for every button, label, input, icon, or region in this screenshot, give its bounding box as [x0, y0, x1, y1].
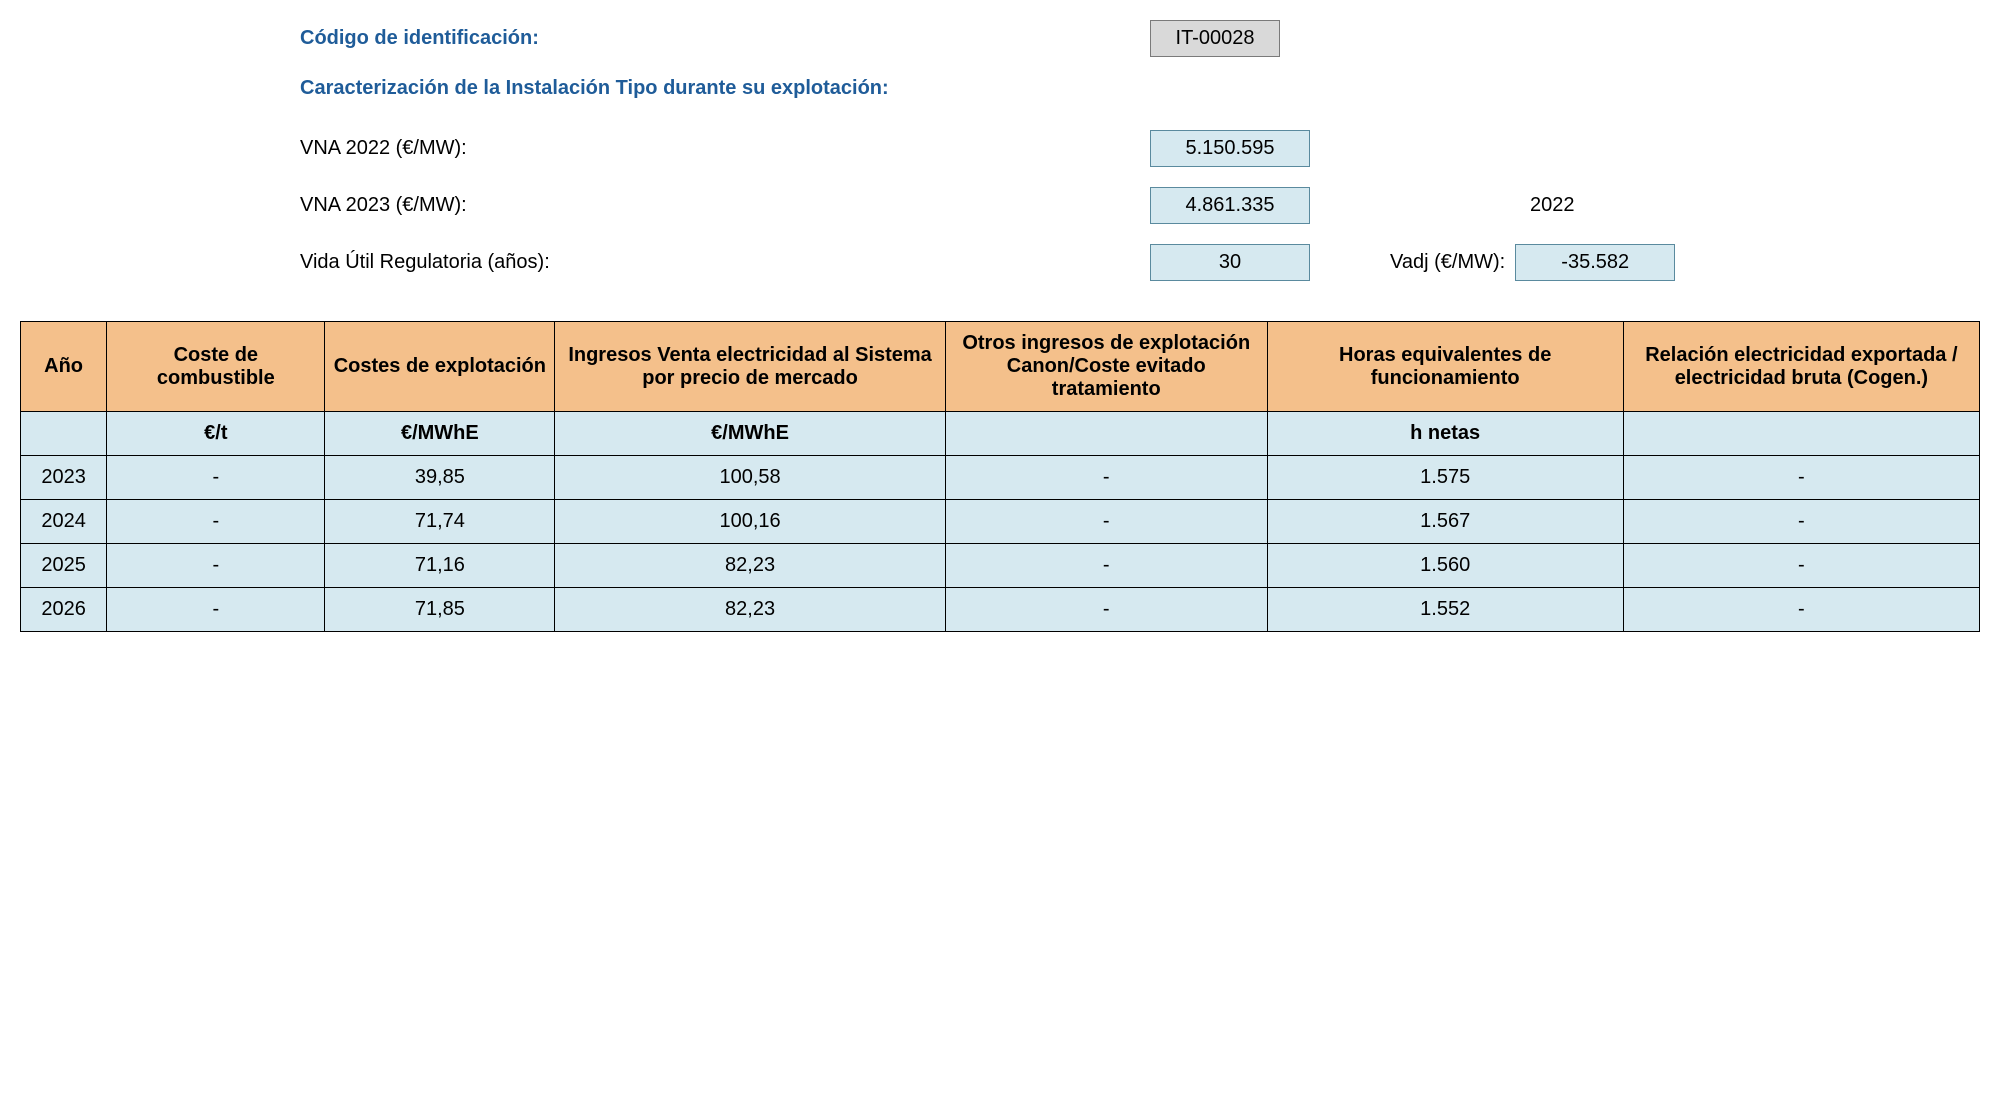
cell-year: 2026: [21, 588, 107, 632]
cell-opex: 71,16: [325, 544, 555, 588]
col-header-ratio: Relación electricidad exportada / electr…: [1623, 322, 1979, 412]
unit-ratio: [1623, 412, 1979, 456]
vna-2023-row: VNA 2023 (€/MW): 4.861.335 2022: [300, 187, 1980, 224]
unit-year: [21, 412, 107, 456]
table-row: 2025 - 71,16 82,23 - 1.560 -: [21, 544, 1980, 588]
vadj-section: Vadj (€/MW): -35.582: [1390, 244, 1675, 281]
units-row: €/t €/MWhE €/MWhE h netas: [21, 412, 1980, 456]
header-row: Año Coste de combustible Costes de explo…: [21, 322, 1980, 412]
vida-util-label: Vida Útil Regulatoria (años):: [300, 251, 1150, 274]
cell-income: 100,16: [555, 500, 946, 544]
cell-other: -: [945, 500, 1267, 544]
cell-opex: 71,85: [325, 588, 555, 632]
cell-ratio: -: [1623, 500, 1979, 544]
cell-year: 2024: [21, 500, 107, 544]
col-header-fuel: Coste de combustible: [107, 322, 325, 412]
code-row: Código de identificación: IT-00028: [300, 20, 1980, 57]
section-title: Caracterización de la Instalación Tipo d…: [300, 77, 1980, 100]
cell-hours: 1.560: [1267, 544, 1623, 588]
cell-hours: 1.552: [1267, 588, 1623, 632]
vna-2022-label: VNA 2022 (€/MW):: [300, 137, 1150, 160]
cell-ratio: -: [1623, 456, 1979, 500]
cell-fuel: -: [107, 544, 325, 588]
unit-other: [945, 412, 1267, 456]
col-header-income: Ingresos Venta electricidad al Sistema p…: [555, 322, 946, 412]
cell-year: 2023: [21, 456, 107, 500]
cell-ratio: -: [1623, 588, 1979, 632]
vida-util-value: 30: [1150, 244, 1310, 281]
table-row: 2023 - 39,85 100,58 - 1.575 -: [21, 456, 1980, 500]
data-table: Año Coste de combustible Costes de explo…: [20, 321, 1980, 632]
table-row: 2024 - 71,74 100,16 - 1.567 -: [21, 500, 1980, 544]
cell-opex: 71,74: [325, 500, 555, 544]
cell-year: 2025: [21, 544, 107, 588]
cell-income: 82,23: [555, 544, 946, 588]
header-section: Código de identificación: IT-00028 Carac…: [300, 20, 1980, 281]
col-header-other: Otros ingresos de explotación Canon/Cost…: [945, 322, 1267, 412]
cell-income: 82,23: [555, 588, 946, 632]
col-header-hours: Horas equivalentes de funcionamiento: [1267, 322, 1623, 412]
table-body: €/t €/MWhE €/MWhE h netas 2023 - 39,85 1…: [21, 412, 1980, 632]
cell-other: -: [945, 588, 1267, 632]
col-header-opex: Costes de explotación: [325, 322, 555, 412]
vadj-label: Vadj (€/MW):: [1390, 251, 1505, 274]
table-head: Año Coste de combustible Costes de explo…: [21, 322, 1980, 412]
cell-hours: 1.575: [1267, 456, 1623, 500]
cell-fuel: -: [107, 500, 325, 544]
vna-2022-value: 5.150.595: [1150, 130, 1310, 167]
cell-ratio: -: [1623, 544, 1979, 588]
cell-other: -: [945, 456, 1267, 500]
vadj-value: -35.582: [1515, 244, 1675, 281]
cell-fuel: -: [107, 456, 325, 500]
table-row: 2026 - 71,85 82,23 - 1.552 -: [21, 588, 1980, 632]
unit-hours: h netas: [1267, 412, 1623, 456]
vna-2023-label: VNA 2023 (€/MW):: [300, 194, 1150, 217]
unit-opex: €/MWhE: [325, 412, 555, 456]
code-label: Código de identificación:: [300, 27, 1150, 50]
cell-hours: 1.567: [1267, 500, 1623, 544]
unit-income: €/MWhE: [555, 412, 946, 456]
vna-2022-row: VNA 2022 (€/MW): 5.150.595: [300, 130, 1980, 167]
year-ref-label: 2022: [1530, 194, 1575, 217]
col-header-year: Año: [21, 322, 107, 412]
cell-fuel: -: [107, 588, 325, 632]
unit-fuel: €/t: [107, 412, 325, 456]
vna-2023-value: 4.861.335: [1150, 187, 1310, 224]
cell-other: -: [945, 544, 1267, 588]
vida-util-row: Vida Útil Regulatoria (años): 30 Vadj (€…: [300, 244, 1980, 281]
cell-income: 100,58: [555, 456, 946, 500]
cell-opex: 39,85: [325, 456, 555, 500]
code-value-box: IT-00028: [1150, 20, 1280, 57]
